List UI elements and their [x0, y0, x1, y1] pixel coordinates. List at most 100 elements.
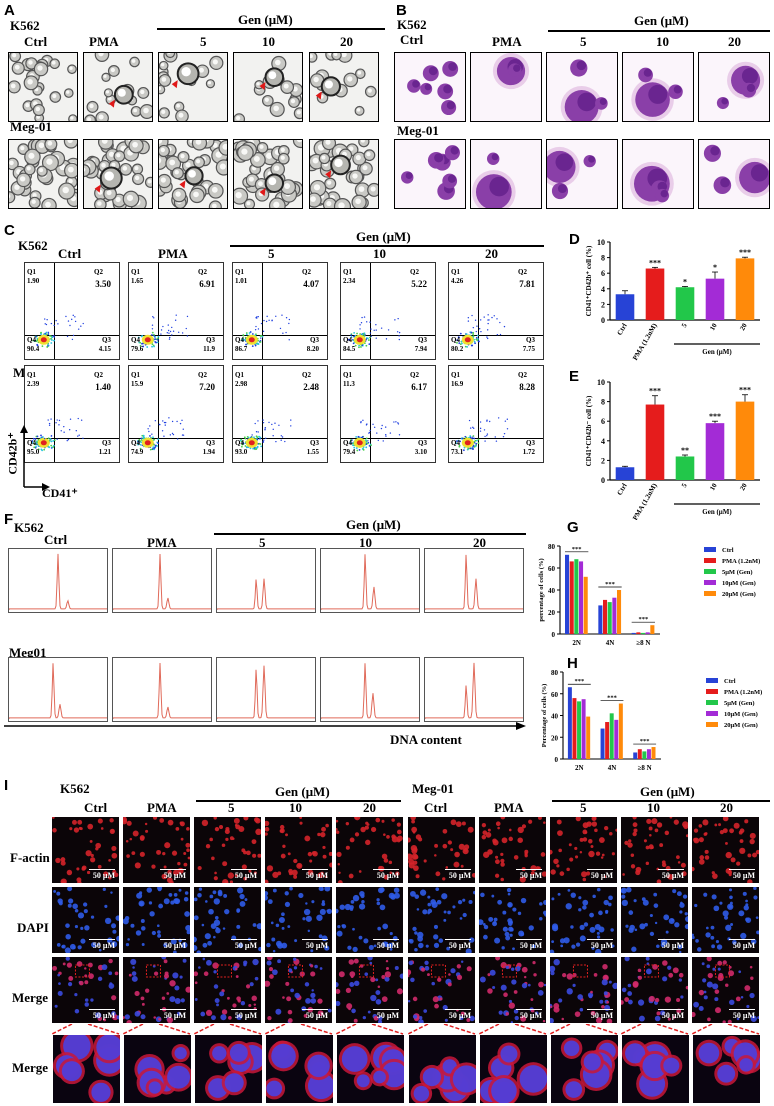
flow-plot: Q1 1.90 Q2 3.50 Q4 90.4 Q3 4.15 — [24, 262, 120, 360]
category-label: 10 — [708, 482, 719, 492]
y-tick-label: 40 — [548, 587, 556, 595]
quadrant-q2: Q2 — [198, 268, 207, 276]
y-axis-label: CD41⁺CD42b⁺ cell (%) — [585, 245, 593, 316]
brightfield-image — [309, 52, 379, 122]
merge-image: 50 μM — [336, 957, 403, 1023]
col-label-5-f: 5 — [259, 535, 266, 550]
scale-bar-label: 50 μM — [661, 1011, 684, 1020]
merge-zoom-image — [479, 1034, 548, 1104]
group-label: Gen (μM) — [702, 348, 732, 356]
dna-histogram — [424, 548, 524, 613]
scale-bar-label: 50 μM — [448, 941, 471, 950]
quadrant-q1v: 11.3 — [343, 380, 355, 388]
quadrant-q1v: 2.34 — [343, 277, 356, 285]
giemsa-stain-image — [394, 52, 466, 122]
quadrant-q3v: 7.75 — [522, 345, 535, 353]
factin-image: 50 μM — [123, 817, 190, 883]
panel-label-e: E — [569, 368, 580, 385]
quadrant-q4v: 74.9 — [131, 448, 144, 456]
col-label-ctrl-c: Ctrl — [58, 246, 82, 261]
quadrant-q4: Q4 — [235, 439, 244, 447]
scale-bar-label: 50 μM — [590, 871, 613, 880]
bar — [583, 576, 588, 634]
col-label-20-i-meg: 20 — [720, 800, 733, 815]
significance-label: *** — [638, 616, 648, 623]
quadrant-q3: Q3 — [310, 336, 319, 344]
scale-bar-label: 50 μM — [448, 1011, 471, 1020]
flow-plot: Q1 2.39 Q2 1.40 Q4 95.0 Q3 1.21 — [24, 365, 120, 463]
bar — [572, 698, 577, 759]
quadrant-q4: Q4 — [343, 336, 352, 344]
bar — [600, 728, 605, 759]
brightfield-image — [158, 139, 228, 209]
quadrant-q3: Q3 — [418, 439, 427, 447]
col-label-pma-a: PMA — [89, 34, 119, 49]
merge-zoom-image — [52, 1034, 121, 1104]
bar — [586, 716, 591, 759]
y-tick-label: 10 — [597, 238, 605, 247]
quadrant-q4v: 79.6 — [131, 345, 144, 353]
bar — [615, 467, 635, 480]
bar — [646, 749, 651, 759]
merge-image: 50 μM — [408, 957, 475, 1023]
category-label: ≥8 N — [636, 639, 650, 647]
merge-zoom-image — [408, 1034, 477, 1104]
col-label-5-i-k562: 5 — [228, 800, 235, 815]
quadrant-q3: Q3 — [418, 336, 427, 344]
bar — [614, 719, 619, 759]
quadrant-q4: Q4 — [27, 439, 36, 447]
y-axis-label: Percentage of cells (%) — [541, 684, 548, 748]
col-label-pma-c: PMA — [158, 246, 188, 261]
col-label-ctrl-i-meg: Ctrl — [424, 800, 448, 815]
bar — [615, 294, 635, 320]
col-label-10-b: 10 — [656, 34, 669, 49]
bar — [567, 687, 572, 759]
quadrant-q2v: 2.48 — [303, 382, 319, 392]
category-label: PMA (1.2nM) — [631, 321, 659, 361]
bar — [642, 751, 647, 759]
quadrant-q1v: 2.39 — [27, 380, 40, 388]
dna-histogram — [424, 657, 524, 722]
scale-bar-label: 50 μM — [732, 941, 755, 950]
scale-bar-label: 50 μM — [163, 1011, 186, 1020]
y-tick-label: 4 — [601, 285, 605, 294]
quadrant-q2v: 7.81 — [519, 279, 535, 289]
chart-e: 0 2 4 6 8 10 CD41⁺CD42b⁻ cell (%) Ctrl *** PMA (1… — [585, 378, 760, 520]
quadrant-q1: Q1 — [131, 371, 140, 379]
flow-axis-arrows — [20, 425, 50, 491]
quadrant-q1v: 4.26 — [451, 277, 464, 285]
legend-label: PMA (1.2nM) — [724, 689, 762, 696]
factin-image: 50 μM — [479, 817, 546, 883]
quadrant-q4v: 73.1 — [451, 448, 464, 456]
bar — [565, 554, 570, 634]
merge-zoom-image — [194, 1034, 263, 1104]
scale-bar-label: 50 μM — [92, 1011, 115, 1020]
y-tick-label: 40 — [551, 713, 559, 721]
flow-xlabel: CD41⁺ — [42, 486, 78, 500]
quadrant-q4v: 95.0 — [27, 448, 40, 456]
merge-zoom-image — [550, 1034, 619, 1104]
bar — [645, 404, 665, 480]
scale-bar-label: 50 μM — [376, 871, 399, 880]
giemsa-stain-image — [394, 139, 466, 209]
col-label-5-a: 5 — [200, 34, 207, 49]
row-label-meg01-b: Meg-01 — [397, 123, 439, 138]
dapi-image: 50 μM — [336, 887, 403, 953]
quadrant-q3v: 8.20 — [306, 345, 319, 353]
merge-image: 50 μM — [123, 957, 190, 1023]
bar — [603, 599, 608, 634]
row-label-dapi: DAPI — [17, 920, 49, 935]
factin-image: 50 μM — [550, 817, 617, 883]
row-label-merge-zoom: Merge — [12, 1060, 49, 1075]
quadrant-q1: Q1 — [451, 371, 460, 379]
dapi-image: 50 μM — [265, 887, 332, 953]
dapi-image: 50 μM — [123, 887, 190, 953]
y-tick-label: 0 — [555, 756, 559, 764]
col-label-20-a: 20 — [340, 34, 353, 49]
merge-zoom-image — [336, 1034, 405, 1104]
category-label: 4N — [608, 764, 617, 772]
col-label-pma-b: PMA — [492, 34, 522, 49]
bar — [569, 561, 574, 634]
col-label-ctrl-a: Ctrl — [24, 34, 48, 49]
legend-swatch — [706, 678, 718, 683]
